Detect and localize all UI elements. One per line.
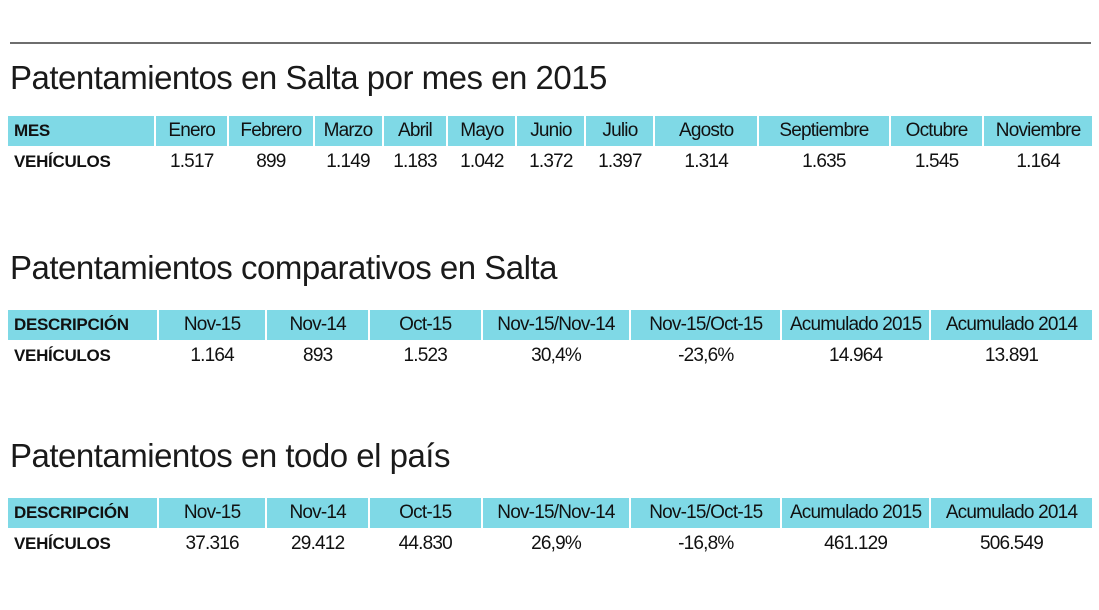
header-label: DESCRIPCIÓN	[8, 310, 157, 340]
table-cell: 30,4%	[531, 345, 582, 366]
table-cell: 461.129	[824, 533, 888, 554]
column-header: Acumulado 2014	[931, 498, 1092, 528]
column-header: Septiembre	[758, 116, 889, 146]
table-cell: 1.042	[460, 151, 504, 172]
table-cell: 899	[256, 151, 286, 172]
column-header: Nov-15	[158, 498, 266, 528]
table-cell: 1.183	[393, 151, 437, 172]
row-label: VEHÍCULOS	[14, 346, 111, 365]
column-header: Octubre	[890, 116, 983, 146]
column-header: Acumulado 2014	[931, 310, 1092, 340]
column-header: Noviembre	[984, 116, 1092, 146]
table-cell: 14.964	[828, 345, 883, 366]
column-header: Acumulado 2015	[782, 310, 930, 340]
table-cell: 1.635	[802, 151, 846, 172]
column-header: Nov-15	[158, 310, 266, 340]
column-header: Marzo	[314, 116, 382, 146]
table-header-row: DESCRIPCIÓN Nov-15 Nov-14 Oct-15 Nov-15/…	[8, 310, 1092, 340]
row-label: VEHÍCULOS	[14, 152, 111, 171]
table-cell: 1.149	[326, 151, 370, 172]
column-header: Oct-15	[369, 310, 481, 340]
monthly-table: MES Enero Febrero Marzo Abril Mayo Junio…	[6, 116, 1094, 178]
row-label: VEHÍCULOS	[14, 534, 111, 553]
header-label: MES	[8, 116, 155, 146]
column-header: Nov-15/Oct-15	[631, 310, 781, 340]
comparative-section: Patentamientos comparativos en Salta DES…	[6, 248, 1094, 372]
column-header: Mayo	[448, 116, 516, 146]
comparative-table: DESCRIPCIÓN Nov-15 Nov-14 Oct-15 Nov-15/…	[6, 310, 1094, 372]
column-header: Febrero	[229, 116, 313, 146]
monthly-title: Patentamientos en Salta por mes en 2015	[10, 59, 607, 96]
table-cell: 37.316	[185, 533, 239, 554]
header-label: DESCRIPCIÓN	[8, 498, 157, 528]
table-cell: 13.891	[984, 345, 1039, 366]
table-cell: 29.412	[291, 533, 345, 554]
column-header: Oct-15	[369, 498, 481, 528]
country-table: DESCRIPCIÓN Nov-15 Nov-14 Oct-15 Nov-15/…	[6, 498, 1094, 560]
table-row: VEHÍCULOS 1.517 899 1.149 1.183 1.042 1.…	[8, 146, 1092, 178]
table-row: VEHÍCULOS 1.164 893 1.523 30,4% -23,6% 1…	[8, 340, 1092, 372]
column-header: Nov-14	[267, 310, 368, 340]
column-header: Enero	[156, 116, 228, 146]
table-cell: 26,9%	[531, 533, 582, 554]
country-title: Patentamientos en todo el país	[10, 437, 450, 474]
table-cell: -16,8%	[678, 533, 734, 554]
table-cell: 44.830	[398, 533, 453, 554]
table-cell: 1.397	[598, 151, 642, 172]
table-cell: 1.314	[684, 151, 728, 172]
table-cell: 1.372	[529, 151, 573, 172]
column-header: Agosto	[655, 116, 757, 146]
column-header: Acumulado 2015	[782, 498, 930, 528]
top-divider	[10, 42, 1091, 44]
column-header: Abril	[383, 116, 447, 146]
column-header: Nov-15/Nov-14	[482, 498, 630, 528]
table-cell: 1.164	[190, 345, 234, 366]
table-cell: -23,6%	[678, 345, 734, 366]
table-cell: 893	[303, 345, 333, 366]
column-header: Junio	[517, 116, 585, 146]
column-header: Nov-15/Oct-15	[631, 498, 781, 528]
table-cell: 1.545	[914, 151, 959, 172]
column-header: Nov-14	[267, 498, 368, 528]
table-cell: 1.164	[1016, 151, 1060, 172]
monthly-section: Patentamientos en Salta por mes en 2015 …	[6, 58, 1094, 178]
comparative-title: Patentamientos comparativos en Salta	[10, 249, 557, 286]
table-header-row: MES Enero Febrero Marzo Abril Mayo Junio…	[8, 116, 1092, 146]
column-header: Nov-15/Nov-14	[482, 310, 630, 340]
table-row: VEHÍCULOS 37.316 29.412 44.830 26,9% -16…	[8, 528, 1092, 560]
column-header: Julio	[586, 116, 654, 146]
table-header-row: DESCRIPCIÓN Nov-15 Nov-14 Oct-15 Nov-15/…	[8, 498, 1092, 528]
table-cell: 1.517	[169, 151, 214, 172]
country-section: Patentamientos en todo el país DESCRIPCI…	[6, 436, 1094, 560]
table-cell: 1.523	[403, 345, 448, 366]
table-cell: 506.549	[979, 533, 1044, 554]
